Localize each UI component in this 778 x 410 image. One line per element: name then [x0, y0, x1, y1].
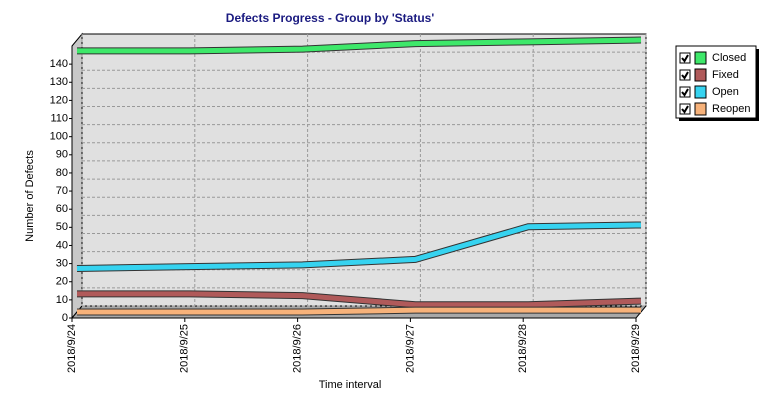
checkmark [681, 88, 689, 97]
y-tick-label: 70 [56, 185, 68, 197]
x-axis-label: Time interval [319, 379, 382, 391]
x-tick-label: 2018/9/27 [404, 324, 416, 373]
y-tick-label: 80 [56, 167, 68, 179]
legend-checkbox[interactable] [679, 103, 691, 115]
y-axis-label: Number of Defects [24, 150, 36, 242]
y-tick-label: 90 [56, 149, 68, 161]
x-tick-label: 2018/9/24 [66, 324, 78, 373]
y-tick-label: 130 [50, 76, 68, 88]
checkmark [681, 105, 689, 114]
series-line [77, 37, 642, 54]
left-wall [71, 32, 83, 320]
x-tick-label: 2018/9/29 [630, 324, 642, 373]
y-tick-label: 40 [56, 239, 68, 251]
x-tick-label: 2018/9/28 [517, 324, 529, 373]
legend-swatch [694, 51, 707, 65]
legend-checkbox[interactable] [679, 52, 691, 64]
legend-checkbox[interactable] [679, 86, 691, 98]
checkmark [681, 71, 689, 80]
legend-swatch [694, 85, 707, 99]
y-tick-label: 50 [56, 221, 68, 233]
x-tick-label: 2018/9/26 [292, 324, 304, 373]
legend-swatch [694, 68, 707, 82]
series-line [77, 291, 642, 308]
chart-title: Defects Progress - Group by 'Status' [226, 11, 435, 25]
legend-label: Fixed [712, 69, 739, 81]
legend-checkbox[interactable] [679, 69, 691, 81]
y-tick-label: 140 [50, 58, 68, 70]
y-tick-label: 0 [62, 312, 68, 324]
y-tick-label: 10 [56, 294, 68, 306]
y-tick-label: 100 [50, 131, 68, 143]
checkmark [681, 54, 689, 63]
legend-swatch [694, 102, 707, 116]
y-tick-label: 60 [56, 203, 68, 215]
series-line [77, 307, 641, 315]
legend-label: Open [712, 86, 739, 98]
y-tick-label: 120 [50, 94, 68, 106]
x-tick-label: 2018/9/25 [179, 324, 191, 373]
legend-label: Closed [712, 52, 746, 64]
y-tick-label: 30 [56, 258, 68, 270]
series-line [76, 222, 642, 271]
legend-label: Reopen [712, 103, 751, 115]
y-tick-label: 20 [56, 276, 68, 288]
y-tick-label: 110 [50, 112, 68, 124]
